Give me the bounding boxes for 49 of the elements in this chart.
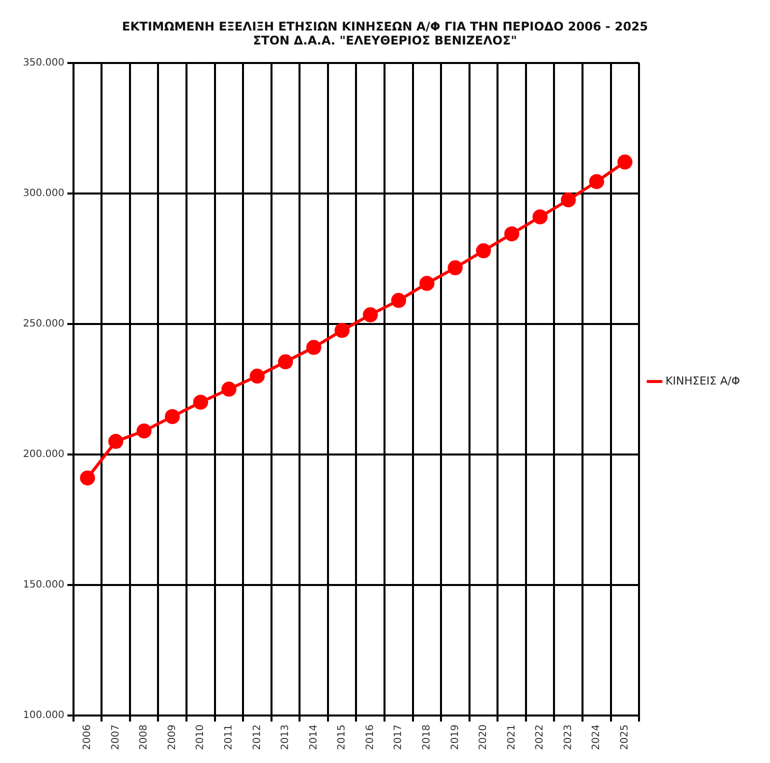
- x-tick-label: 2011: [224, 724, 235, 750]
- point: [221, 382, 236, 397]
- point: [362, 307, 378, 322]
- text: ΕΚΤΙΜΩΜΕΝΗ ΕΞΕΛΙΞΗ ΕΤΗΣΙΩΝ ΚΙΝΗΣΕΩΝ Α/Φ ΓΙΑ ΤΗΝ ΠΕΡΙΟΔΟ 2006 - 2025: [122, 19, 648, 34]
- point: [136, 423, 152, 438]
- point: [334, 322, 350, 338]
- point: [419, 276, 434, 291]
- x-tick-label: 2018: [422, 724, 433, 750]
- x-tick-label: 2016: [364, 724, 376, 750]
- x-tick-label: 2009: [166, 724, 178, 750]
- point: [448, 260, 463, 276]
- point: [391, 292, 406, 308]
- x-tick-label: 2022: [534, 724, 546, 750]
- point: [617, 154, 632, 170]
- legend-label: ΚΙΝΗΣΕΙΣ Α/Φ: [666, 374, 740, 388]
- y-tick-label: 200.000: [22, 449, 64, 460]
- point: [108, 434, 124, 449]
- y-tick-label: 100.000: [22, 710, 64, 722]
- point: [589, 174, 604, 190]
- x-tick-label: 2008: [138, 724, 150, 750]
- point: [504, 226, 520, 242]
- x-tick-label: 2010: [195, 724, 206, 750]
- x-tick-label: 2012: [252, 724, 263, 750]
- point: [532, 209, 548, 224]
- y-tick-label: 300.000: [22, 188, 64, 199]
- x-tick-label: 2014: [308, 724, 320, 750]
- x-tick-label: 2023: [562, 724, 574, 750]
- y-tick-label: 150.000: [22, 580, 64, 591]
- point: [193, 394, 208, 410]
- point: [476, 243, 491, 258]
- y-tick-label: 350.000: [22, 57, 64, 68]
- x-tick-label: 2025: [620, 724, 631, 750]
- x-tick-label: 2006: [82, 724, 94, 750]
- x-tick-label: 2017: [393, 724, 404, 750]
- point: [560, 192, 576, 208]
- x-tick-label: 2024: [591, 724, 602, 750]
- point: [250, 368, 265, 384]
- text: ΣΤΟΝ Δ.Α.Α. "ΕΛΕΥΘΕΡΙΟΣ ΒΕΝΙΖΕΛΟΣ": [252, 34, 518, 48]
- x-tick-label: 2019: [450, 724, 461, 750]
- y-tick-label: 250.000: [22, 318, 64, 330]
- point: [306, 340, 322, 355]
- point: [80, 470, 95, 486]
- x-tick-label: 2021: [506, 724, 518, 750]
- x-tick-label: 2020: [478, 724, 490, 750]
- point: [278, 354, 293, 370]
- x-tick-label: 2007: [110, 724, 122, 750]
- x-tick-label: 2015: [336, 724, 348, 750]
- x-tick-label: 2013: [280, 724, 292, 750]
- point: [164, 409, 180, 424]
